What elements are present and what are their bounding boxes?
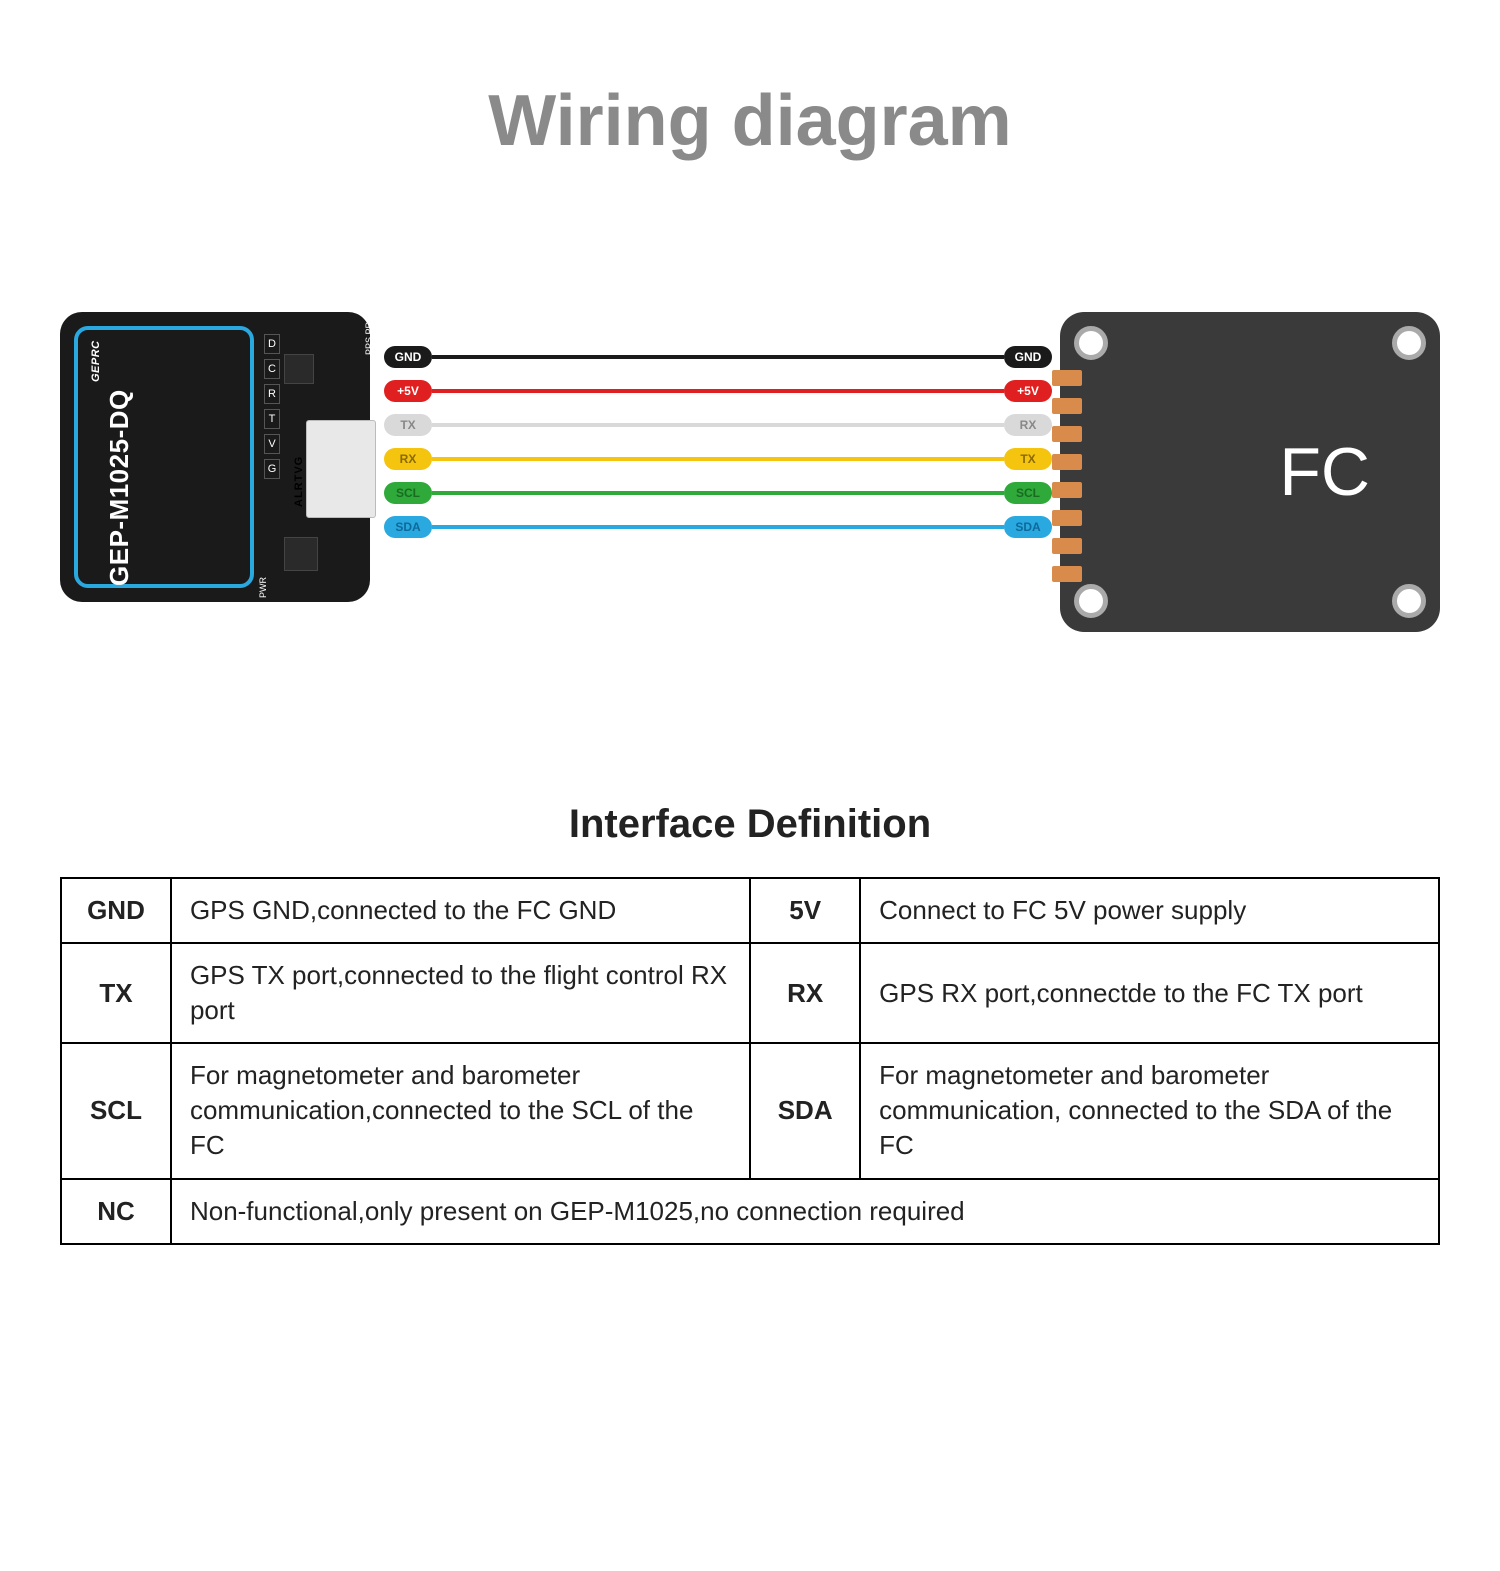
gps-pin-letter: C	[264, 359, 280, 379]
wire-label-left: +5V	[384, 380, 432, 402]
table-row: TXGPS TX port,connected to the flight co…	[61, 943, 1439, 1043]
chip-icon	[284, 354, 314, 384]
pin-key: NC	[61, 1179, 171, 1244]
fc-pad	[1052, 398, 1082, 414]
wire-line	[432, 457, 1004, 461]
pin-desc: GPS GND,connected to the FC GND	[171, 878, 750, 943]
fc-pad	[1052, 482, 1082, 498]
chip-icon	[284, 537, 318, 571]
table-title: Interface Definition	[60, 802, 1440, 847]
wire-label-right: SCL	[1004, 482, 1052, 504]
gps-pin-letter: T	[264, 409, 280, 429]
pin-desc: GPS RX port,connectde to the FC TX port	[860, 943, 1439, 1043]
page-title: Wiring diagram	[60, 80, 1440, 162]
wire-line	[432, 525, 1004, 529]
wiring-diagram: GEP-M1025-DQ GEPRC DCRTVG ALRTVG PWR PPS…	[60, 282, 1440, 662]
gps-pwr-label: PWR	[258, 577, 268, 598]
wire-label-right: +5V	[1004, 380, 1052, 402]
pin-desc: For magnetometer and barometer communica…	[171, 1043, 750, 1178]
wire-label-right: GND	[1004, 346, 1052, 368]
pin-key: RX	[750, 943, 860, 1043]
pin-key: SDA	[750, 1043, 860, 1178]
table-row: GNDGPS GND,connected to the FC GND5VConn…	[61, 878, 1439, 943]
gps-pps-label: PPS PR	[364, 322, 374, 355]
fc-pad	[1052, 566, 1082, 582]
gps-pin-letter: G	[264, 459, 280, 479]
pin-desc: Non-functional,only present on GEP-M1025…	[171, 1179, 1439, 1244]
wire-line	[432, 355, 1004, 359]
wire-label-right: TX	[1004, 448, 1052, 470]
fc-pad	[1052, 426, 1082, 442]
pin-desc: GPS TX port,connected to the flight cont…	[171, 943, 750, 1043]
wire-label-left: SDA	[384, 516, 432, 538]
interface-table: GNDGPS GND,connected to the FC GND5VConn…	[60, 877, 1440, 1245]
wire-scl: SCL SCL	[384, 482, 1052, 504]
table-row: SCLFor magnetometer and barometer commun…	[61, 1043, 1439, 1178]
gps-pin-letters: DCRTVG	[264, 334, 280, 479]
pin-key: TX	[61, 943, 171, 1043]
wire-sda: SDA SDA	[384, 516, 1052, 538]
mount-hole-icon	[1392, 584, 1426, 618]
gps-pin-letter: R	[264, 384, 280, 404]
wire-tx: TX RX	[384, 414, 1052, 436]
wire-5v: +5V +5V	[384, 380, 1052, 402]
wire-rx: RX TX	[384, 448, 1052, 470]
pin-desc: Connect to FC 5V power supply	[860, 878, 1439, 943]
fc-pad	[1052, 370, 1082, 386]
wire-label-right: SDA	[1004, 516, 1052, 538]
fc-pad	[1052, 454, 1082, 470]
pin-key: 5V	[750, 878, 860, 943]
wire-line	[432, 491, 1004, 495]
fc-pad	[1052, 510, 1082, 526]
gps-connector: ALRTVG	[306, 420, 376, 518]
fc-module: FC	[1060, 312, 1440, 632]
wire-label-left: RX	[384, 448, 432, 470]
table-row: NCNon-functional,only present on GEP-M10…	[61, 1179, 1439, 1244]
mount-hole-icon	[1074, 584, 1108, 618]
gps-alr-label: ALRTVG	[293, 456, 305, 507]
mount-hole-icon	[1392, 326, 1426, 360]
gps-pin-letter: D	[264, 334, 280, 354]
wire-gnd: GND GND	[384, 346, 1052, 368]
pin-desc: For magnetometer and barometer communica…	[860, 1043, 1439, 1178]
wire-label-left: SCL	[384, 482, 432, 504]
wire-label-right: RX	[1004, 414, 1052, 436]
gps-module: GEP-M1025-DQ GEPRC DCRTVG ALRTVG PWR PPS…	[60, 312, 370, 602]
gps-pin-letter: V	[264, 434, 280, 454]
pin-key: GND	[61, 878, 171, 943]
fc-pad	[1052, 538, 1082, 554]
wire-line	[432, 423, 1004, 427]
wire-label-left: GND	[384, 346, 432, 368]
mount-hole-icon	[1074, 326, 1108, 360]
fc-label: FC	[1279, 433, 1370, 511]
wire-label-left: TX	[384, 414, 432, 436]
wire-line	[432, 389, 1004, 393]
pin-key: SCL	[61, 1043, 171, 1178]
gps-brand-label: GEPRC	[90, 340, 102, 382]
gps-model-label: GEP-M1025-DQ	[104, 389, 135, 586]
